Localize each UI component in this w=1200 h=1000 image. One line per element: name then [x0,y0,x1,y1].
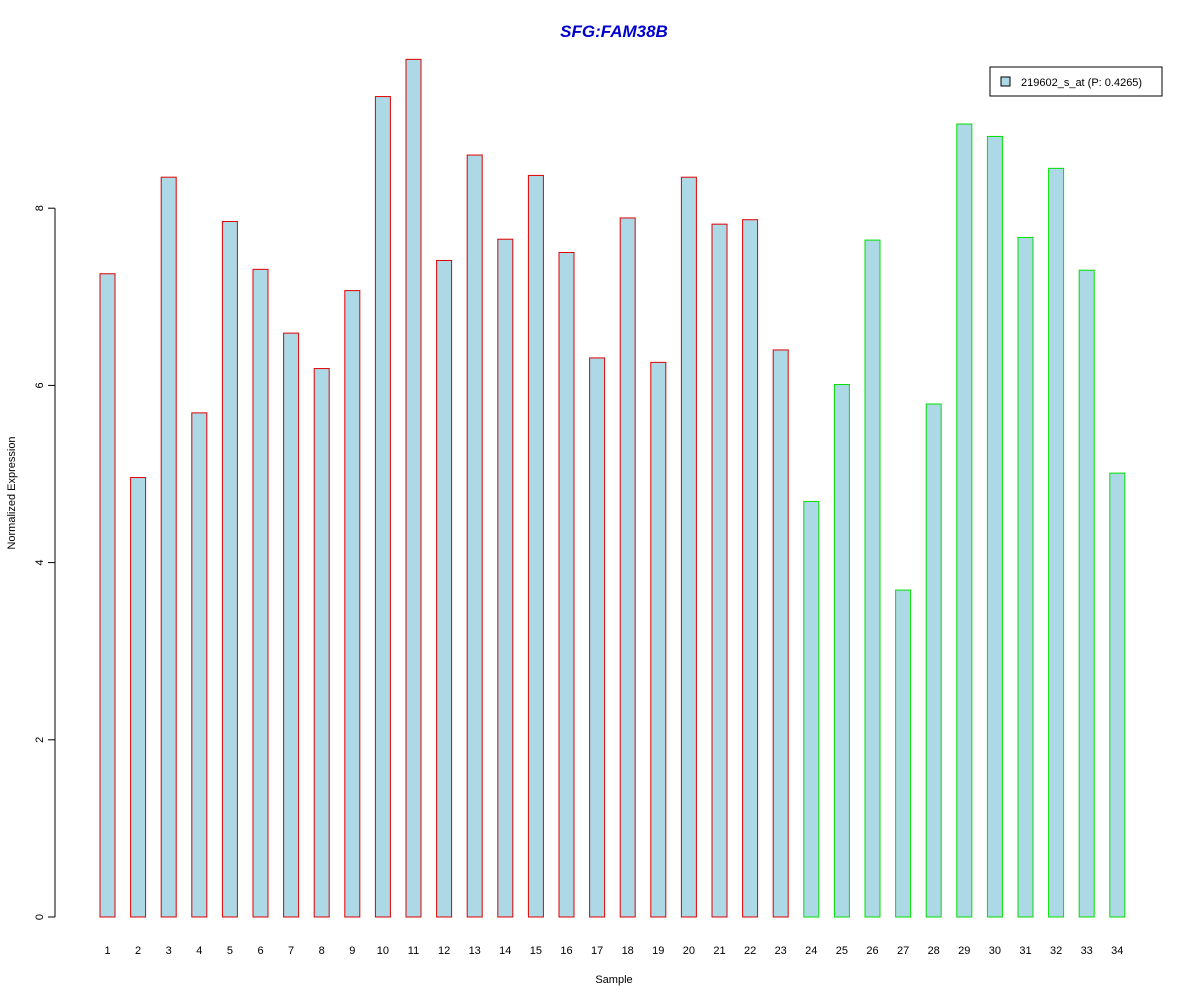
x-tick-label: 30 [989,945,1001,957]
bar-sample-24 [803,500,820,918]
x-tick-label: 13 [469,945,481,957]
x-tick-label: 6 [257,945,263,957]
x-tick-label: 9 [349,945,355,957]
bar-sample-26 [864,239,881,918]
x-tick-label: 29 [958,945,970,957]
bar-sample-16 [558,252,575,918]
x-tick-label: 22 [744,945,756,957]
x-tick-label: 23 [775,945,787,957]
x-tick-label: 26 [866,945,878,957]
x-tick-label: 27 [897,945,909,957]
bar-sample-6 [252,268,269,918]
bar-sample-27 [895,589,912,918]
x-tick-label: 31 [1019,945,1031,957]
bar-sample-14 [497,238,514,918]
bar-sample-12 [436,259,453,918]
bar-sample-10 [374,96,391,918]
y-tick-label: 4 [34,560,46,566]
x-tick-label: 1 [104,945,110,957]
x-tick-label: 20 [683,945,695,957]
bar-sample-31 [1017,236,1034,918]
y-axis-label: Normalized Expression [6,436,18,549]
y-tick-label: 0 [34,914,46,920]
x-tick-label: 3 [166,945,172,957]
bar-sample-21 [711,223,728,918]
y-tick-label: 8 [34,205,46,211]
x-tick-label: 24 [805,945,817,957]
bar-sample-19 [650,361,667,918]
bar-sample-34 [1109,472,1126,918]
bar-sample-32 [1048,167,1065,918]
bar-sample-17 [589,357,606,918]
x-tick-label: 33 [1081,945,1093,957]
x-tick-label: 15 [530,945,542,957]
x-tick-label: 8 [319,945,325,957]
bar-sample-28 [925,403,942,918]
legend-box [989,66,1163,97]
bar-sample-22 [742,219,759,918]
x-tick-label: 14 [499,945,511,957]
x-tick-label: 19 [652,945,664,957]
bar-sample-3 [160,176,177,918]
y-tick-label: 2 [34,737,46,743]
x-tick-label: 28 [928,945,940,957]
y-axis: 0 2 4 6 8 [34,205,56,920]
bar-sample-4 [191,412,208,918]
x-tick-label: 32 [1050,945,1062,957]
x-tick-label: 5 [227,945,233,957]
legend-label: 219602_s_at (P: 0.4265) [1021,77,1142,89]
legend: 219602_s_at (P: 0.4265) [989,66,1163,97]
bar-sample-30 [986,135,1003,918]
bar-sample-8 [313,368,330,918]
bar-sample-2 [130,477,147,918]
bar-sample-29 [956,123,973,918]
x-tick-label: 18 [622,945,634,957]
x-tick-label: 16 [560,945,572,957]
x-tick-label: 34 [1111,945,1123,957]
x-tick-label: 10 [377,945,389,957]
x-tick-label: 11 [408,945,419,957]
bar-sample-11 [405,58,422,918]
x-tick-label: 25 [836,945,848,957]
x-axis: 1 2 3 4 5 6 7 8 9 10 11 12 13 14 15 16 17 18 19 20 21 22 23 24 2… [104,945,1123,957]
x-tick-label: 21 [713,945,725,957]
y-tick-label: 6 [34,382,46,388]
x-tick-label: 17 [591,945,603,957]
x-tick-label: 4 [196,945,202,957]
bars [99,58,1126,918]
x-axis-label: Sample [595,974,632,986]
bar-sample-18 [619,217,636,918]
bar-sample-5 [221,220,238,918]
bar-sample-25 [833,384,850,918]
legend-swatch [1000,76,1011,87]
bar-sample-1 [99,273,116,918]
chart-title: SFG:FAM38B [560,22,668,41]
bar-sample-20 [680,176,697,918]
bar-sample-33 [1078,269,1095,918]
bar-sample-7 [283,332,300,918]
bar-sample-13 [466,154,483,918]
bar-sample-9 [344,290,361,918]
x-tick-label: 12 [438,945,450,957]
bar-sample-23 [772,349,789,918]
x-tick-label: 7 [288,945,294,957]
x-tick-label: 2 [135,945,141,957]
bar-sample-15 [527,174,544,918]
